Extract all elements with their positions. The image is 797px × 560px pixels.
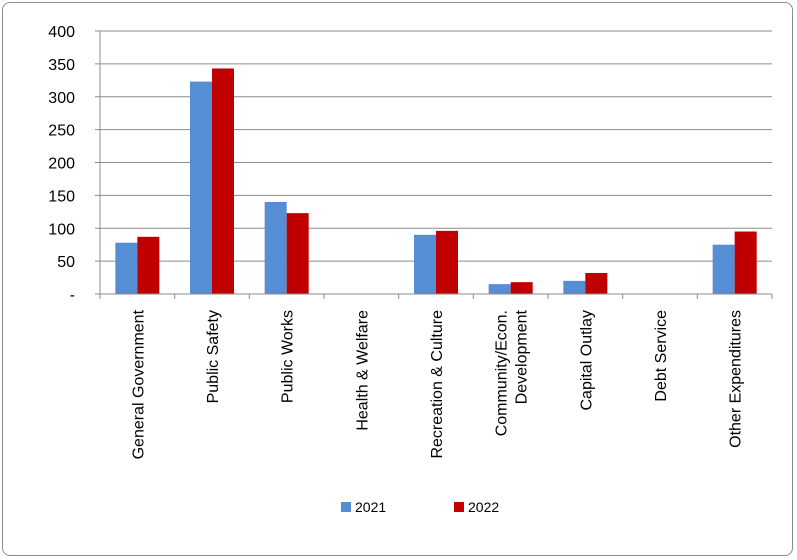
x-category-label: Debt Service xyxy=(653,310,670,402)
bar-2022 xyxy=(510,282,533,294)
bar-2021 xyxy=(563,280,586,294)
y-tick-label: 100 xyxy=(48,221,75,238)
x-category-label: Other Expenditures xyxy=(728,310,745,448)
y-tick-label: 150 xyxy=(48,188,75,205)
bar-2022 xyxy=(734,231,757,294)
bar-2022 xyxy=(212,68,234,294)
bar-2022 xyxy=(137,236,160,294)
x-category-label: Capital Outlay xyxy=(578,310,595,411)
y-tick-label: 400 xyxy=(48,24,75,41)
bar-2021 xyxy=(712,244,735,294)
x-category-label: Development xyxy=(514,309,531,404)
legend-label: 2022 xyxy=(468,499,499,515)
bar-2022 xyxy=(436,230,458,294)
y-tick-label: 200 xyxy=(48,156,75,173)
y-tick-label: - xyxy=(70,287,75,304)
bar-2021 xyxy=(488,284,511,294)
legend-label: 2021 xyxy=(355,499,386,515)
x-category-label: Community/Econ. xyxy=(494,310,511,436)
legend-swatch-2022 xyxy=(454,502,464,512)
x-category-label: General Government xyxy=(130,309,147,459)
y-tick-label: 250 xyxy=(48,123,75,140)
y-tick-label: 50 xyxy=(57,254,75,271)
bar-2021 xyxy=(190,81,212,294)
x-category-label: Recreation & Culture xyxy=(429,310,446,459)
x-category-label: Public Works xyxy=(280,310,297,403)
bar-2022 xyxy=(286,213,309,294)
x-category-label: Public Safety xyxy=(205,310,222,403)
x-category-label: Health & Welfare xyxy=(354,310,371,431)
y-tick-label: 350 xyxy=(48,57,75,74)
bar-2022 xyxy=(585,272,608,294)
bar-2021 xyxy=(115,242,138,294)
y-tick-label: 300 xyxy=(48,90,75,107)
legend-swatch-2021 xyxy=(341,502,351,512)
bar-2021 xyxy=(414,234,436,294)
bar-2021 xyxy=(264,201,287,294)
